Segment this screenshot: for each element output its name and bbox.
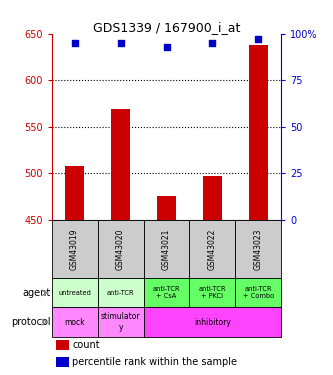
Bar [144, 308, 281, 337]
Text: anti-TCR
+ CsA: anti-TCR + CsA [153, 286, 180, 299]
Bar [56, 357, 69, 367]
Text: anti-TCR
+ PKCi: anti-TCR + PKCi [199, 286, 226, 299]
Bar [98, 220, 144, 278]
Point [210, 40, 215, 46]
Bar [98, 278, 144, 308]
Point [118, 40, 123, 46]
Point [72, 40, 77, 46]
Bar [144, 278, 189, 308]
Bar [203, 176, 222, 220]
Bar [98, 308, 144, 337]
Bar [52, 278, 98, 308]
Text: GSM43023: GSM43023 [254, 228, 263, 270]
Bar [235, 220, 281, 278]
Bar [111, 109, 130, 220]
Text: protocol: protocol [11, 317, 51, 327]
Text: stimulator
y: stimulator y [101, 312, 140, 332]
Text: mock: mock [64, 318, 85, 327]
Point [256, 36, 261, 42]
Bar [189, 220, 235, 278]
Text: GSM43022: GSM43022 [208, 228, 217, 270]
Bar [189, 278, 235, 308]
Bar [65, 166, 84, 220]
Text: inhibitory: inhibitory [194, 318, 231, 327]
Bar [249, 45, 268, 220]
Text: untreated: untreated [58, 290, 91, 296]
Bar [235, 278, 281, 308]
Text: percentile rank within the sample: percentile rank within the sample [72, 357, 237, 367]
Bar [52, 308, 98, 337]
Text: anti-TCR
+ Combo: anti-TCR + Combo [243, 286, 274, 299]
Text: GDS1339 / 167900_i_at: GDS1339 / 167900_i_at [93, 21, 240, 34]
Text: anti-TCR: anti-TCR [107, 290, 134, 296]
Bar [52, 220, 98, 278]
Text: count: count [72, 340, 100, 350]
Bar [144, 220, 189, 278]
Text: GSM43021: GSM43021 [162, 228, 171, 270]
Text: GSM43019: GSM43019 [70, 228, 79, 270]
Text: agent: agent [22, 288, 51, 298]
Bar [157, 196, 176, 220]
Point [164, 44, 169, 50]
Bar [56, 340, 69, 350]
Text: GSM43020: GSM43020 [116, 228, 125, 270]
